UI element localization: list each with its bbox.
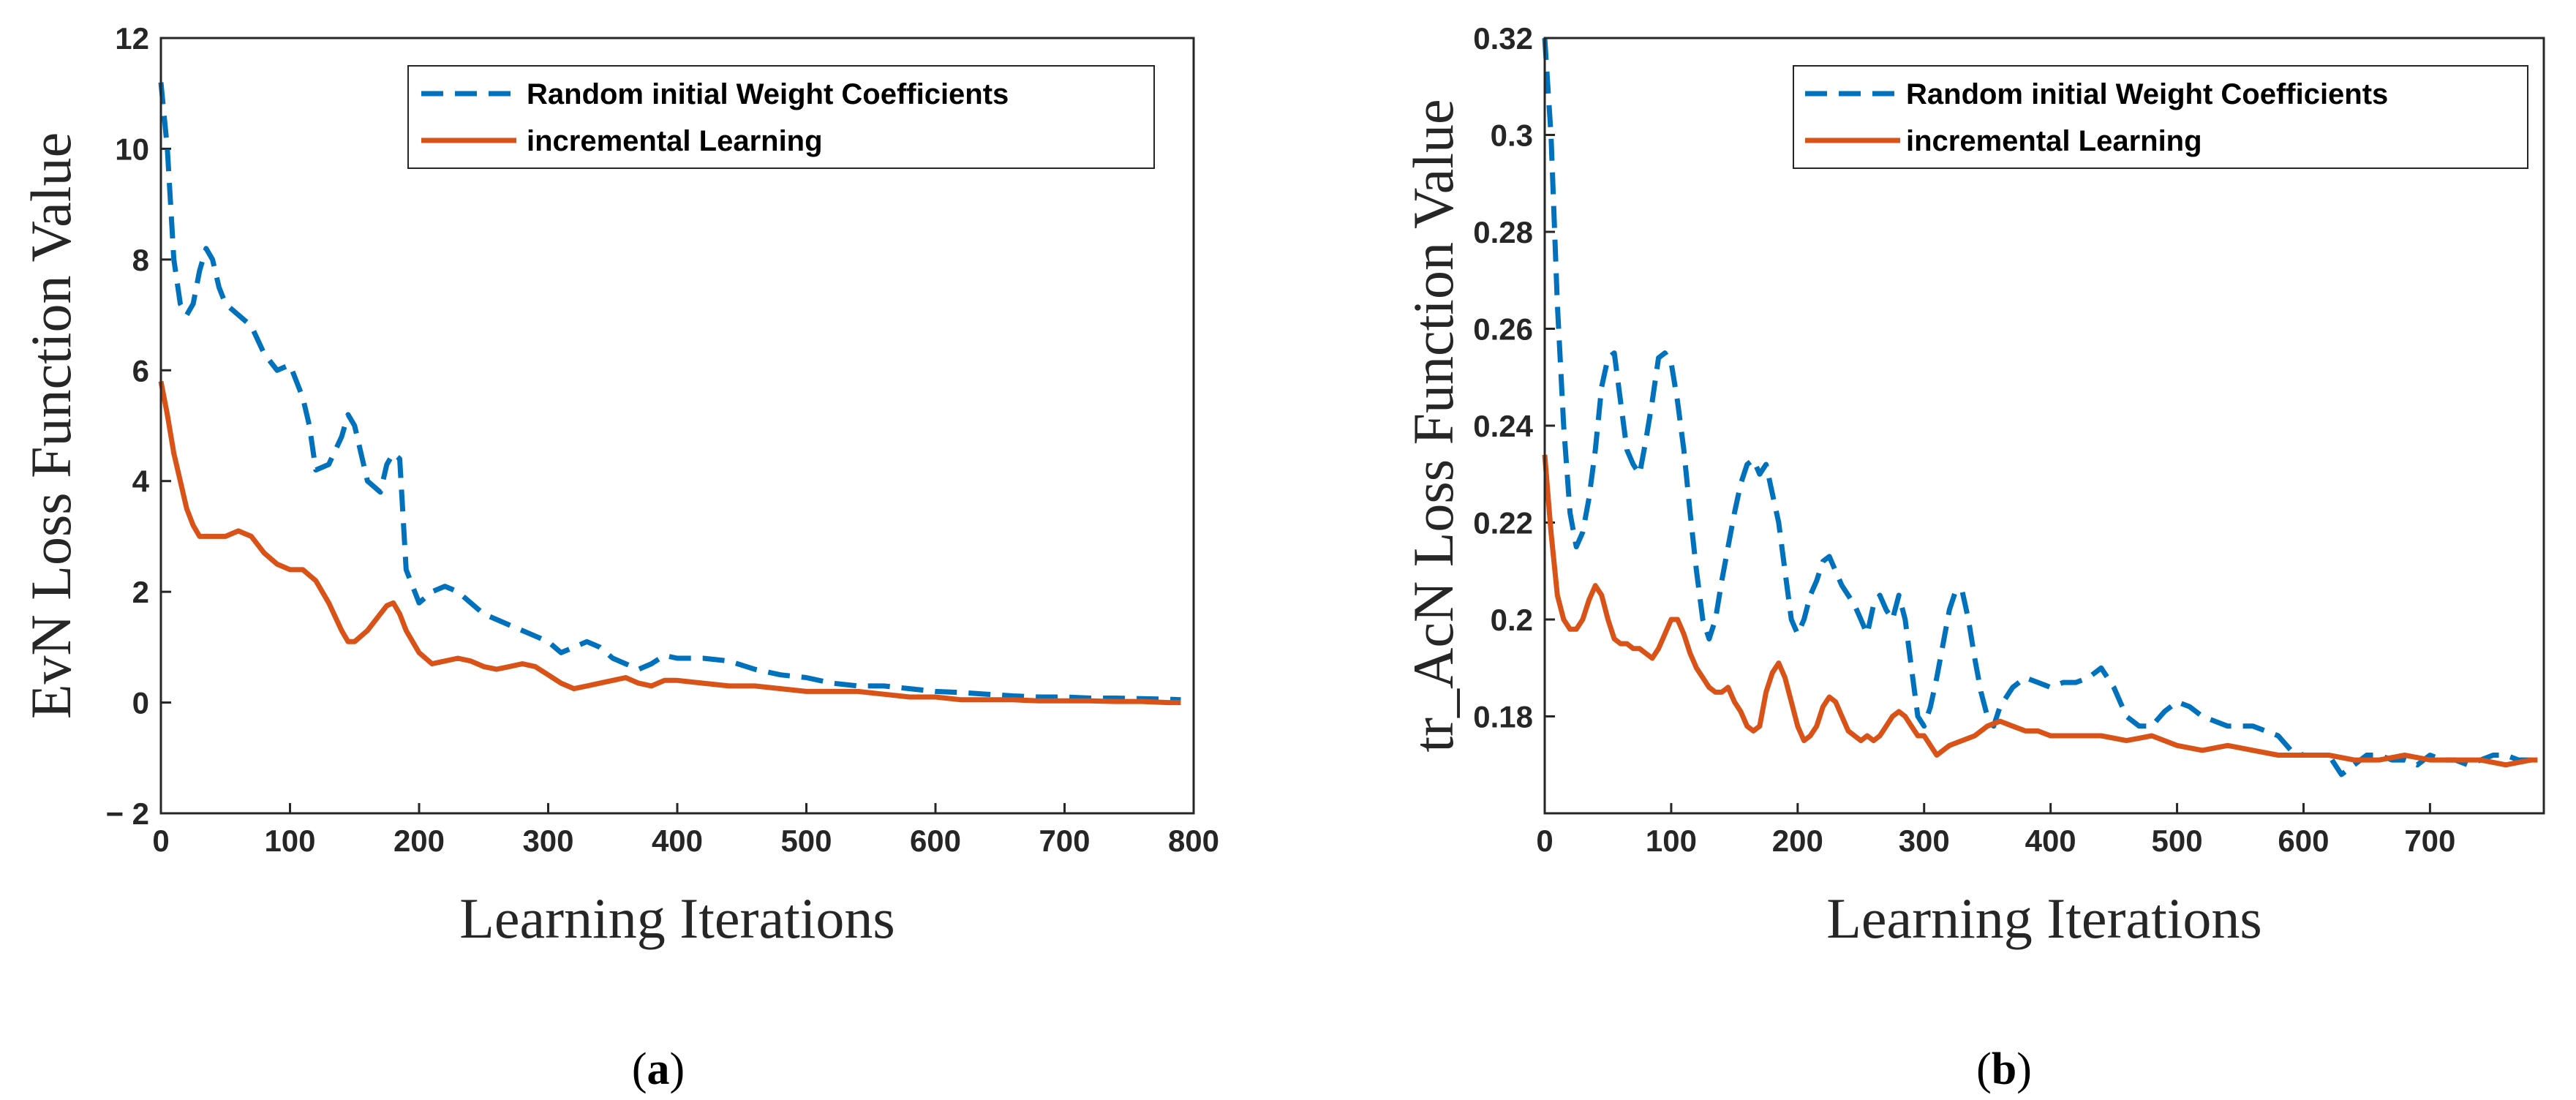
legend-box-a [407, 65, 1155, 169]
y-tick-label-b: 0.26 [1473, 312, 1533, 347]
x-tick-label-a: 800 [1168, 824, 1219, 858]
x-tick-label-b: 200 [1772, 824, 1823, 858]
legend-box-b [1793, 65, 2528, 169]
x-tick-label-b: 500 [2152, 824, 2203, 858]
y-tick-label-a: 2 [132, 575, 149, 609]
y-tick-label-a: 0 [132, 686, 149, 720]
plot-area-a [159, 37, 1195, 815]
caption-b-open: ( [1976, 1044, 1992, 1094]
caption-a-close: ) [670, 1044, 685, 1094]
y-tick-label-b: 0.22 [1473, 506, 1533, 540]
caption-b-close: ) [2016, 1044, 2032, 1094]
y-tick-label-a: 4 [132, 464, 150, 499]
x-tick-label-b: 100 [1646, 824, 1697, 858]
x-tick-label-b: 300 [1899, 824, 1950, 858]
legend-label-incremental-b: incremental Learning [1906, 125, 2202, 157]
x-tick-label-b: 0 [1536, 824, 1553, 858]
y-axis-label-a: EvN Loss Function Value [19, 132, 83, 719]
x-tick-label-a: 700 [1039, 824, 1090, 858]
x-tick-label-a: 200 [393, 824, 445, 858]
caption-b-letter: b [1992, 1044, 2016, 1094]
y-tick-label-b: 0.18 [1473, 700, 1533, 734]
legend-label-incremental-a: incremental Learning [527, 125, 823, 157]
x-tick-label-a: 0 [152, 824, 169, 858]
x-axis-label-a: Learning Iterations [459, 886, 895, 950]
caption-a-letter: a [647, 1044, 670, 1094]
x-tick-label-a: 400 [652, 824, 703, 858]
legend-label-random-b: Random initial Weight Coefficients [1906, 78, 2388, 110]
y-tick-label-b: 0.24 [1473, 409, 1533, 443]
chart-b: 0 100 200 300 400 500 600 700 0.18 0.2 0.22 0.24 0.2… [1401, 21, 2545, 950]
y-tick-label-b: 0.2 [1491, 603, 1533, 637]
y-tick-label-b: 0.28 [1473, 215, 1533, 249]
y-tick-label-b: 0.3 [1491, 118, 1533, 153]
series-line-incremental-a [158, 380, 1181, 706]
legend-b: Random initial Weight Coefficients incre… [1793, 65, 2528, 169]
series-line-random-a [158, 82, 1181, 703]
y-tick-label-a: 10 [115, 132, 149, 166]
series-line-incremental-b [1542, 454, 2538, 768]
caption-a: (a) [632, 1044, 685, 1094]
y-tick-label-a: 8 [132, 243, 149, 277]
y-tick-label-a: 6 [132, 353, 149, 388]
x-tick-label-a: 300 [522, 824, 573, 858]
x-tick-label-b: 700 [2404, 824, 2455, 858]
y-tick-label-a: 12 [115, 21, 149, 56]
y-tick-label-a: − 2 [105, 796, 149, 831]
x-tick-label-b: 600 [2278, 824, 2329, 858]
x-tick-label-a: 600 [910, 824, 961, 858]
y-tick-label-b: 0.32 [1473, 21, 1533, 56]
x-tick-label-b: 400 [2025, 824, 2076, 858]
y-axis-label-b: tr_AcN Loss Function Value [1401, 99, 1465, 752]
plot-area-b [1543, 37, 2545, 815]
caption-b: (b) [1976, 1044, 2032, 1094]
x-tick-label-a: 500 [780, 824, 832, 858]
legend-a: Random initial Weight Coefficients incre… [407, 65, 1155, 169]
x-tick-label-a: 100 [264, 824, 315, 858]
legend-label-random-a: Random initial Weight Coefficients [527, 78, 1009, 110]
caption-a-open: ( [632, 1044, 647, 1094]
x-axis-label-b: Learning Iterations [1826, 886, 2262, 950]
